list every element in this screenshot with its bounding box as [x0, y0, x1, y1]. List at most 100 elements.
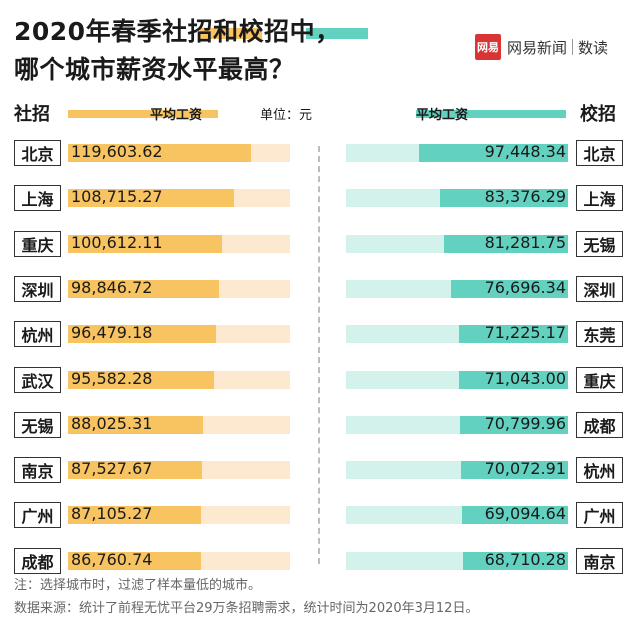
social-value-label: 95,582.28 [71, 368, 153, 388]
campus-city-label: 北京 [576, 140, 623, 166]
campus-city-label: 深圳 [576, 275, 623, 302]
title-text-campus: 校招 [238, 17, 290, 46]
social-city-label: 无锡 [14, 411, 61, 438]
campus-row: 71,225.17 东莞 [0, 321, 640, 348]
social-bar-track [68, 551, 290, 570]
social-row: 上海 108,715.27 [0, 185, 320, 212]
data-source: 数据来源：统计了前程无忧平台29万条招聘需求，统计时间为2020年3月12日。 [14, 601, 479, 616]
social-city-label: 武汉 [14, 366, 61, 393]
social-value-label: 87,105.27 [71, 504, 153, 524]
social-bar [68, 506, 202, 525]
campus-row: 76,696.34 深圳 [0, 275, 640, 302]
campus-value-label: 71,225.17 [484, 323, 566, 343]
social-bar-track [68, 415, 290, 434]
social-bar-track [68, 279, 290, 298]
campus-bar [459, 415, 568, 434]
campus-city-label: 东莞 [576, 321, 623, 348]
campus-value-label: 97,448.34 [484, 142, 566, 161]
header-unit: 单位：元 [260, 108, 313, 123]
campus-value-label: 71,043.00 [484, 368, 566, 388]
campus-bar-track [346, 279, 568, 298]
campus-bar-track [346, 189, 568, 208]
campus-city-label: 成都 [576, 411, 623, 438]
social-row: 无锡 88,025.31 [0, 411, 320, 438]
campus-city-label: 南京 [576, 547, 623, 574]
social-bar-track [68, 325, 290, 344]
campus-bar [458, 325, 568, 344]
social-value-label: 96,479.18 [71, 323, 153, 343]
brand: 网易 网易新闻 数读 [475, 34, 608, 60]
campus-row: 68,710.28 南京 [0, 547, 640, 574]
campus-value-label: 68,710.28 [484, 549, 566, 569]
header-social-label: 社招 [14, 104, 50, 125]
campus-bar-track [346, 144, 568, 162]
campus-row: 70,799.96 成都 [0, 411, 640, 438]
social-bar-track [68, 461, 290, 480]
header-avg-right: 平均工资 [416, 108, 469, 123]
campus-bar-track [346, 461, 568, 480]
campus-value-label: 70,072.91 [484, 459, 566, 479]
brand-name: 网易新闻 [507, 38, 568, 57]
campus-bar-track [346, 370, 568, 389]
campus-bar [440, 189, 568, 208]
social-bar [68, 551, 201, 570]
social-row: 成都 86,760.74 [0, 547, 320, 574]
social-row: 深圳 98,846.72 [0, 275, 320, 302]
social-bar [68, 325, 216, 344]
social-city-label: 上海 [14, 185, 61, 212]
social-bar-track [68, 234, 290, 253]
campus-row: 70,072.91 杭州 [0, 457, 640, 484]
campus-bar-track [346, 415, 568, 434]
brand-sub: 数读 [578, 38, 609, 57]
netease-logo-icon: 网易 [475, 34, 501, 60]
campus-row: 83,376.29 上海 [0, 185, 640, 212]
campus-bar [462, 551, 568, 570]
title-highlight-campus [306, 28, 368, 39]
campus-value-label: 69,094.64 [484, 504, 566, 524]
title-highlight-social [200, 28, 262, 39]
social-bar [68, 461, 202, 480]
campus-city-label: 无锡 [576, 230, 623, 257]
campus-bar [450, 279, 568, 298]
campus-row: 81,281.75 无锡 [0, 230, 640, 257]
social-bar-track [68, 370, 290, 389]
social-value-label: 86,760.74 [71, 549, 153, 569]
social-bar [68, 144, 252, 162]
campus-city-label: 重庆 [576, 366, 623, 393]
title-text-end: 中， [289, 17, 341, 46]
social-bar-track [68, 506, 290, 525]
social-bar [68, 370, 215, 389]
social-value-label: 108,715.27 [71, 187, 163, 207]
campus-bar [462, 506, 568, 525]
campus-bar [443, 234, 568, 253]
campus-bar-track [346, 506, 568, 525]
social-city-label: 深圳 [14, 275, 61, 302]
campus-value-label: 70,799.96 [484, 413, 566, 433]
header-avg-left: 平均工资 [150, 108, 203, 123]
social-city-label: 杭州 [14, 321, 61, 348]
campus-city-label: 上海 [576, 185, 623, 212]
chart-title-line1: 2020年春季社招和校招中， [14, 12, 341, 48]
campus-city-label: 广州 [576, 502, 623, 529]
social-value-label: 100,612.11 [71, 232, 163, 252]
header-campus-label: 校招 [580, 104, 616, 125]
chart-title-line2: 哪个城市薪资水平最高？ [14, 55, 295, 84]
campus-bar [460, 461, 568, 480]
social-bar-track [68, 144, 290, 162]
social-row: 杭州 96,479.18 [0, 321, 320, 348]
campus-bar-track [346, 234, 568, 253]
social-value-label: 88,025.31 [71, 413, 153, 433]
social-city-label: 成都 [14, 547, 61, 574]
social-bar [68, 415, 203, 434]
social-city-label: 广州 [14, 502, 61, 529]
social-value-label: 98,846.72 [71, 277, 153, 297]
social-row: 武汉 95,582.28 [0, 366, 320, 393]
social-row: 广州 87,105.27 [0, 502, 320, 529]
campus-bar [418, 144, 568, 162]
social-row: 北京 119,603.62 [0, 140, 320, 166]
social-row: 南京 87,527.67 [0, 457, 320, 484]
campus-value-label: 83,376.29 [484, 187, 566, 207]
social-city-label: 北京 [14, 140, 61, 166]
social-city-label: 重庆 [14, 230, 61, 257]
campus-city-label: 杭州 [576, 457, 623, 484]
